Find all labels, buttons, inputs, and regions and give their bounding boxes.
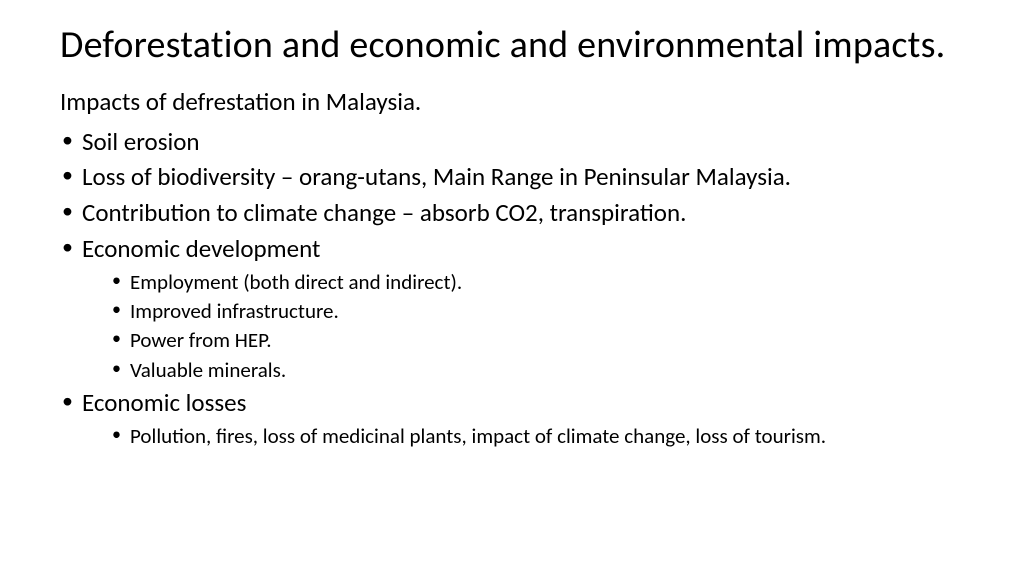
slide-title: Deforestation and economic and environme… xyxy=(60,24,964,68)
bullet-text: Economic development xyxy=(82,233,320,264)
list-item: Economic losses Pollution, fires, loss o… xyxy=(60,386,964,450)
slide: Deforestation and economic and environme… xyxy=(0,0,1024,576)
bullet-text: Contribution to climate change – absorb … xyxy=(82,197,686,228)
sub-bullet-list: Pollution, fires, loss of medicinal plan… xyxy=(110,422,964,450)
slide-subtitle: Impacts of defrestation in Malaysia. xyxy=(60,86,964,117)
list-item: Employment (both direct and indirect). xyxy=(110,268,964,296)
list-item: Power from HEP. xyxy=(110,326,964,354)
sub-bullet-list: Employment (both direct and indirect). I… xyxy=(110,268,964,384)
list-item: Pollution, fires, loss of medicinal plan… xyxy=(110,422,964,450)
bullet-list: Soil erosion Loss of biodiversity – oran… xyxy=(60,125,964,450)
bullet-text: Soil erosion xyxy=(82,126,200,157)
list-item: Improved infrastructure. xyxy=(110,297,964,325)
list-item: Soil erosion xyxy=(60,125,964,159)
list-item: Loss of biodiversity – orang-utans, Main… xyxy=(60,160,964,194)
list-item: Contribution to climate change – absorb … xyxy=(60,196,964,230)
bullet-text: Economic losses xyxy=(82,387,246,418)
bullet-text: Loss of biodiversity – orang-utans, Main… xyxy=(82,161,791,192)
list-item: Valuable minerals. xyxy=(110,356,964,384)
list-item: Economic development Employment (both di… xyxy=(60,232,964,384)
